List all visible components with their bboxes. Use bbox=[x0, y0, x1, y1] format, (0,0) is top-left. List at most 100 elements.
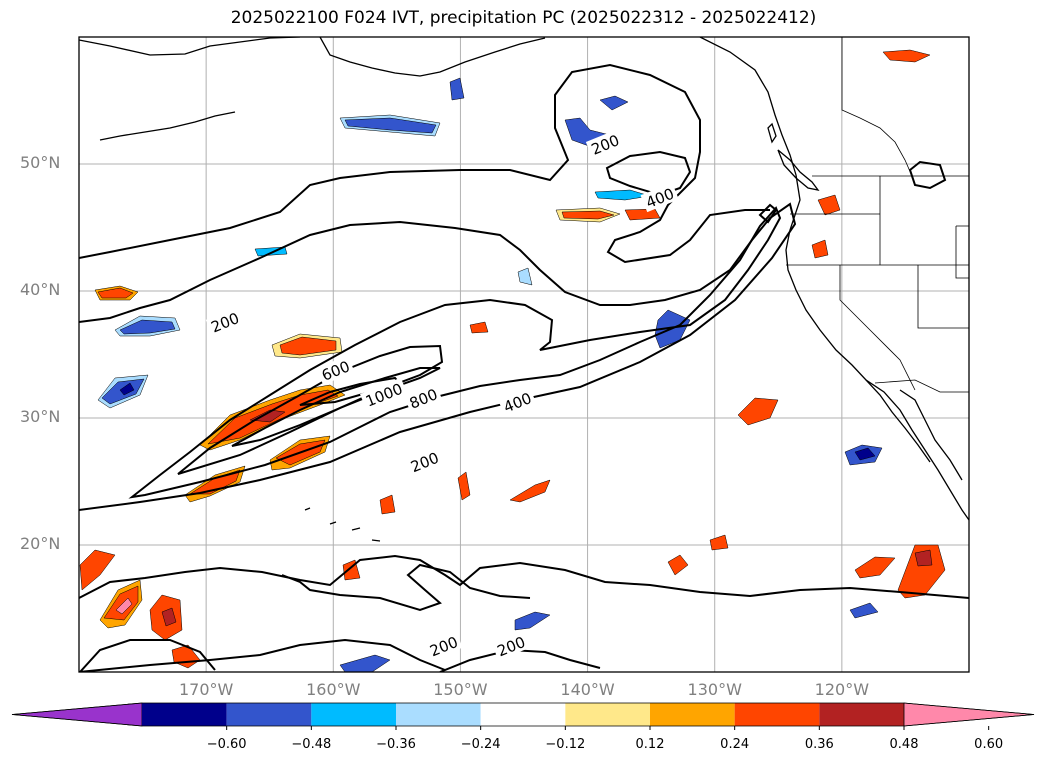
latitude-label: 20°N bbox=[20, 534, 61, 553]
colorbar-segment bbox=[396, 703, 481, 726]
contour-label-background bbox=[491, 630, 531, 661]
latitude-label: 50°N bbox=[20, 153, 61, 172]
hawaii-islands bbox=[304, 507, 381, 542]
colorbar-label: 0.12 bbox=[635, 737, 665, 752]
precip-blob bbox=[342, 559, 361, 581]
precip-blob bbox=[811, 239, 829, 259]
colorbar-label: −0.36 bbox=[376, 737, 416, 752]
precip-blob bbox=[737, 397, 779, 426]
border-us-mexico bbox=[874, 379, 969, 393]
precip-blob bbox=[849, 602, 879, 619]
graticule bbox=[79, 37, 969, 672]
precip-blob bbox=[517, 267, 533, 286]
gulf-of-alaska-coast bbox=[319, 37, 546, 77]
colorbar-extend-low bbox=[11, 702, 143, 727]
precip-blob bbox=[119, 382, 135, 396]
precip-blob bbox=[914, 549, 933, 567]
colorbar-label: 0.24 bbox=[720, 737, 750, 752]
precip-blob bbox=[897, 544, 946, 599]
contour-label-background bbox=[205, 307, 244, 337]
colorbar-segment bbox=[650, 703, 735, 726]
longitude-label: 170°W bbox=[178, 680, 234, 699]
ivt-contour-800 bbox=[231, 367, 441, 447]
colorbar-label: 0.36 bbox=[804, 737, 834, 752]
colorbar-segment bbox=[311, 703, 396, 726]
precip-blob bbox=[882, 49, 931, 63]
precip-blob bbox=[449, 77, 465, 101]
ivt-contour-200 bbox=[79, 639, 216, 672]
plot-frame bbox=[78, 36, 970, 673]
political-borders bbox=[786, 37, 969, 393]
colorbar-label: −0.24 bbox=[460, 737, 501, 752]
ivt-contours bbox=[79, 63, 969, 672]
state-border bbox=[955, 225, 969, 279]
precip-blob bbox=[97, 287, 134, 299]
precip-blob bbox=[854, 447, 876, 461]
ivt-contour-400 bbox=[128, 206, 782, 499]
ivt-contour-200 bbox=[281, 563, 531, 612]
precip-blob bbox=[561, 210, 615, 220]
ivt-contour-200 bbox=[79, 63, 770, 264]
colorbar-segment bbox=[480, 703, 566, 726]
contour-label-background bbox=[316, 355, 355, 385]
precip-blob bbox=[189, 469, 241, 495]
ivt-contour-200 bbox=[439, 648, 601, 672]
colorbar-extend-high bbox=[903, 702, 1035, 727]
colorbar-segment bbox=[142, 703, 227, 726]
precip-blob bbox=[119, 319, 176, 335]
contour-label-background bbox=[404, 383, 443, 413]
precip-blob bbox=[171, 644, 201, 669]
precip-blob bbox=[817, 194, 841, 216]
baja-california bbox=[865, 379, 931, 463]
colorbar-segment bbox=[734, 703, 820, 726]
contour-label-background bbox=[405, 446, 444, 477]
precip-blob bbox=[667, 554, 689, 576]
precip-blob bbox=[79, 549, 116, 591]
precip-blob bbox=[469, 321, 489, 334]
precip-blob bbox=[103, 585, 139, 621]
longitude-label: 120°W bbox=[814, 680, 870, 699]
vancouver-island bbox=[777, 149, 820, 191]
precip-blob bbox=[599, 95, 629, 111]
precip-blob bbox=[709, 534, 729, 551]
colorbar-label: −0.12 bbox=[545, 737, 586, 752]
ivt-contour-label: 1000 bbox=[363, 380, 405, 411]
precip-blob bbox=[161, 607, 177, 627]
colorbar-label: 0.48 bbox=[889, 737, 919, 752]
contour-label-background bbox=[424, 630, 463, 661]
longitude-label: 160°W bbox=[306, 680, 361, 699]
precip-blob bbox=[594, 189, 651, 201]
ivt-contour-400 bbox=[605, 150, 692, 197]
state-border bbox=[839, 265, 916, 391]
state-border bbox=[917, 265, 969, 329]
ivt-contour-800-inner bbox=[758, 203, 778, 224]
contour-label-background bbox=[359, 377, 408, 411]
colorbar-label: 0.60 bbox=[974, 737, 1004, 752]
ivt-contour-600 bbox=[177, 344, 444, 475]
precip-blob bbox=[514, 611, 551, 631]
longitude-label: 150°W bbox=[433, 680, 488, 699]
contour-label-background bbox=[585, 129, 625, 159]
longitude-label: 140°W bbox=[560, 680, 615, 699]
border-alaska-canada bbox=[841, 37, 913, 177]
precip-blob bbox=[509, 479, 551, 503]
ivt-contour-200 bbox=[79, 554, 969, 599]
precip-blob bbox=[457, 471, 471, 501]
ivt-contour-200 bbox=[79, 202, 797, 511]
contour-label-background bbox=[640, 182, 679, 213]
latitude-label: 40°N bbox=[20, 280, 61, 299]
precipitation-pc-shading bbox=[79, 49, 946, 672]
precip-blob bbox=[624, 208, 661, 221]
colorbar-segment bbox=[819, 703, 904, 726]
north-america-coastline bbox=[699, 37, 969, 521]
aleutian-islands bbox=[99, 111, 236, 141]
alaska-coastline bbox=[79, 37, 301, 56]
ivt-contour-200 bbox=[79, 638, 446, 672]
contour-label-background bbox=[498, 387, 537, 417]
longitude-label: 130°W bbox=[687, 680, 742, 699]
haida-gwaii bbox=[767, 122, 777, 144]
precip-blob bbox=[279, 336, 337, 356]
precip-blob bbox=[339, 654, 391, 672]
precip-blob bbox=[379, 494, 396, 515]
